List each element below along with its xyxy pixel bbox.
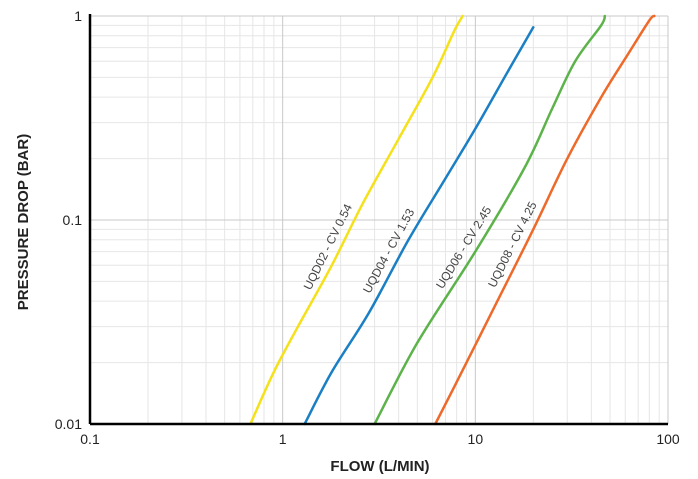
y-tick-label: 0.1 <box>63 212 83 228</box>
series-line-2 <box>303 26 535 426</box>
x-axis-title: FLOW (L/MIN) <box>330 458 429 475</box>
y-tick-label: 1 <box>74 8 82 24</box>
x-tick-label: 10 <box>468 431 484 447</box>
series-label-3: UQD06 - CV 2.45 <box>433 204 494 292</box>
series-line-4 <box>434 14 656 426</box>
x-tick-label: 1 <box>279 431 287 447</box>
x-tick-label: 100 <box>656 431 680 447</box>
series-label-2: UQD04 - CV 1.53 <box>360 206 417 296</box>
series-line-3 <box>373 14 607 426</box>
y-axis-title: PRESSURE DROP (BAR) <box>15 134 32 310</box>
grid-layer <box>89 15 669 425</box>
series-line-1 <box>249 14 464 426</box>
series-layer <box>249 14 656 426</box>
series-label-4: UQD08 - CV 4.25 <box>485 199 540 290</box>
series-label-1: UQD02 - CV 0.54 <box>301 201 355 292</box>
x-tick-label: 0.1 <box>80 431 100 447</box>
y-tick-label: 0.01 <box>55 416 82 432</box>
